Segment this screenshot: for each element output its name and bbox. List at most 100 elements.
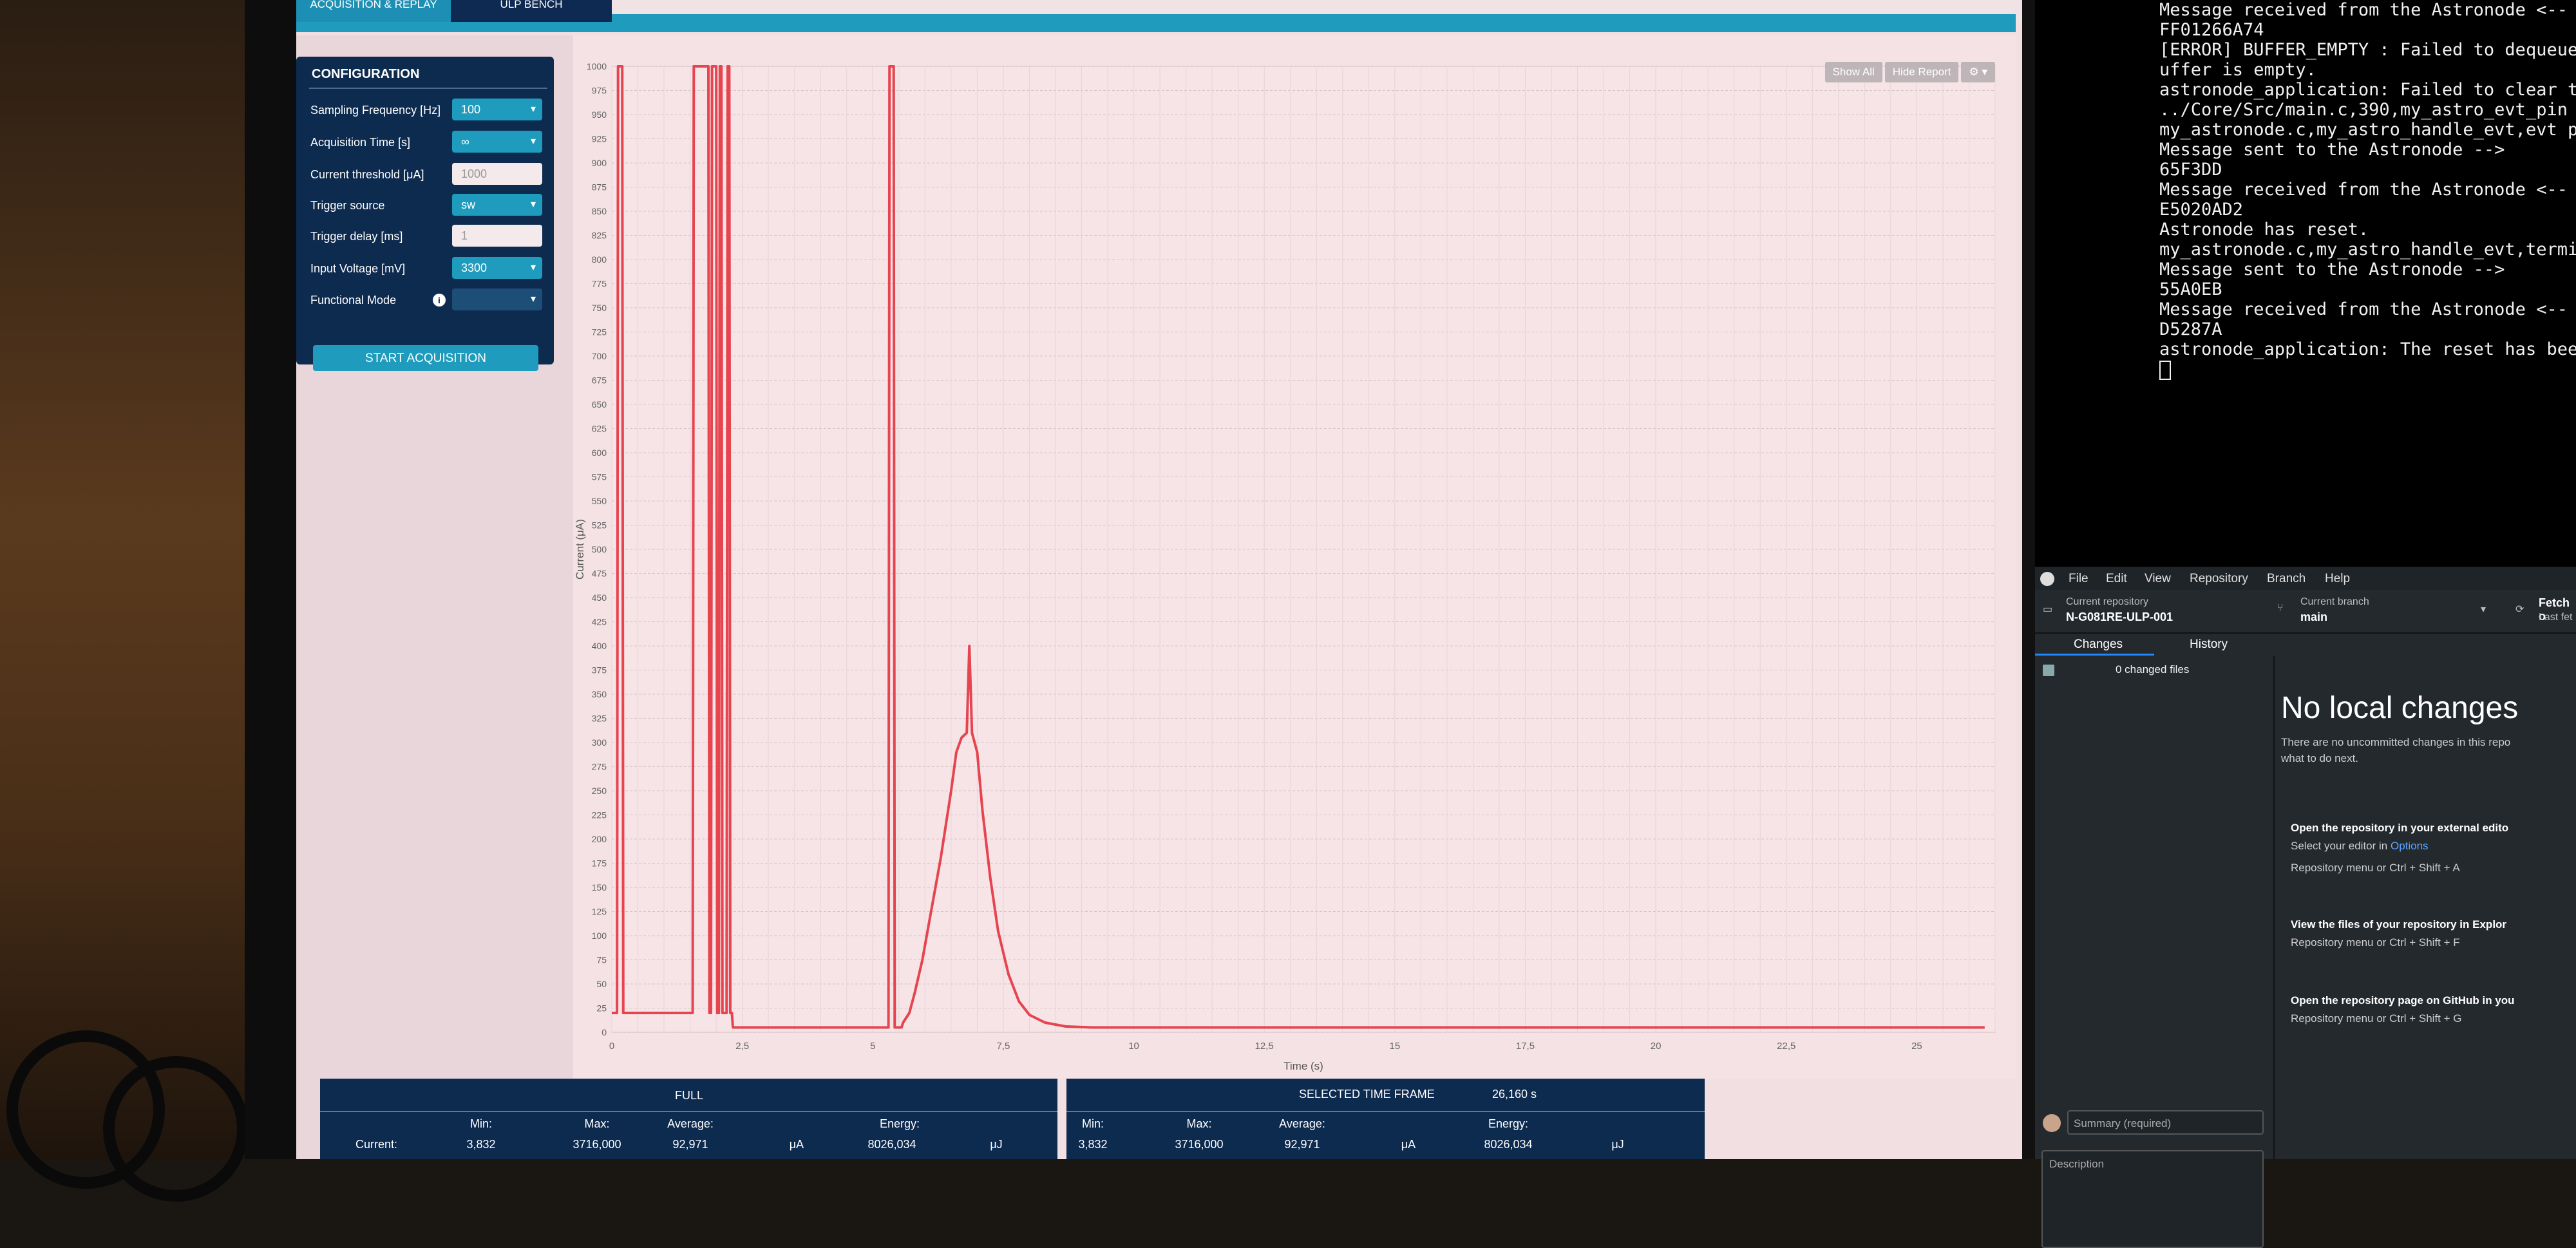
menu-repository[interactable]: Repository [2190,572,2248,585]
current-repository-button[interactable]: ▭ Current repository N-G081RE-ULP-001 [2035,590,2267,632]
branch-icon: ⑂ [2277,603,2284,614]
options-link[interactable]: Options [2390,840,2429,852]
config-label: Acquisition Time [s] [310,136,411,149]
full-max-value: 3716,000 [573,1138,621,1151]
full-max-header: Max: [584,1117,610,1130]
configuration-title: CONFIGURATION [312,67,420,81]
action-shortcut: Repository menu or Ctrl + Shift + A [2291,862,2460,874]
start-acquisition-button[interactable]: START ACQUISITION [313,345,538,371]
settings-button[interactable]: ⚙ ▾ [1961,62,1995,82]
trigger-source-select[interactable]: sw [452,194,542,216]
selected-max-value: 3716,000 [1175,1138,1224,1151]
config-label: Sampling Frequency [Hz] [310,104,441,117]
x-tick-label: 15 [1390,1041,1401,1052]
tab-acquisition-replay[interactable]: ACQUISITION & REPLAY [296,0,451,22]
y-tick-label: 300 [592,737,607,748]
selected-time-frame-value: 26,160 s [1492,1088,1537,1101]
sync-icon: ⟳ [2515,604,2524,615]
active-tab-indicator [2035,654,2154,656]
terminal-cursor [2159,360,2171,380]
y-tick-label: 825 [592,231,607,241]
functional-mode-select[interactable] [452,288,542,310]
full-average-value: 92,971 [672,1138,708,1151]
github-desktop-window: File Edit View Repository Branch Help ▭ … [2035,567,2576,1248]
commit-description-input[interactable]: Description [2041,1150,2264,1248]
changes-list: 0 changed files Summary (required) Descr… [2035,656,2275,1248]
no-changes-text: what to do next. [2281,752,2359,764]
x-tick-label: 2,5 [735,1041,749,1052]
selected-average-value: 92,971 [1284,1138,1320,1151]
terminal-line: astronode_application: The reset has bee… [2159,339,2576,359]
show-all-button[interactable]: Show All [1824,62,1882,82]
trigger-delay-input[interactable]: 1 [452,225,542,247]
config-row-trigger-delay: Trigger delay [ms] 1 [310,225,549,248]
terminal-line: Message sent to the Astronode --> [2159,140,2505,160]
selected-energy-header: Energy: [1488,1117,1529,1130]
config-label: Functional Mode [310,294,397,307]
chart-toolbar: Show All Hide Report ⚙ ▾ [1823,62,1995,82]
current-threshold-input[interactable]: 1000 [452,163,542,185]
full-energy-value: 8026,034 [867,1138,916,1151]
input-voltage-select[interactable]: 3300 [452,257,542,279]
y-tick-label: 600 [592,448,607,458]
terminal-line: FF01266A74 [2159,20,2264,40]
config-row-acquisition-time: Acquisition Time [s] ∞ [310,131,549,154]
menu-edit[interactable]: Edit [2106,572,2127,585]
y-tick-label: 150 [592,882,607,893]
y-tick-label: 200 [592,834,607,844]
menu-branch[interactable]: Branch [2267,572,2306,585]
background-desk [0,0,270,1159]
sampling-frequency-select[interactable]: 100 [452,99,542,120]
acquisition-time-select[interactable]: ∞ [452,131,542,153]
menu-file[interactable]: File [2069,572,2088,585]
x-tick-label: 25 [1911,1041,1922,1052]
hide-report-button[interactable]: Hide Report [1884,62,1959,82]
branch-name: main [2300,610,2328,623]
x-tick-label: 17,5 [1516,1041,1535,1052]
current-series-line [612,65,1985,1029]
full-min-value: 3,832 [466,1138,496,1151]
terminal-line: E5020AD2 [2159,200,2244,220]
terminal-window[interactable]: Message received from the Astronode <-- … [2035,0,2576,567]
selected-time-frame-label: SELECTED TIME FRAME [1299,1088,1435,1101]
x-tick-label: 12,5 [1255,1041,1274,1052]
y-tick-label: 575 [592,472,607,482]
top-bar: ACQUISITION & REPLAY ULP BENCH [296,0,2022,32]
action-open-editor[interactable]: Open the repository in your external edi… [2275,817,2576,881]
selected-average-header: Average: [1279,1117,1325,1130]
y-tick-label: 0 [601,1027,607,1037]
terminal-line: astronode_application: Failed to clear t… [2159,80,2576,100]
terminal-line: Astronode has reset. [2159,220,2369,240]
config-row-trigger-source: Trigger source sw [310,194,549,217]
current-branch-button[interactable]: ⑂ Current branch main ▾ [2273,590,2492,632]
full-min-header: Min: [469,1117,493,1130]
terminal-line: ../Core/Src/main.c,390,my_astro_evt_pin [2159,100,2568,120]
repo-icon: ▭ [2043,604,2053,615]
commit-summary-input[interactable]: Summary (required) [2067,1110,2264,1135]
terminal-line: 65F3DD [2159,160,2222,180]
y-tick-label: 450 [592,592,607,603]
terminal-line: Message received from the Astronode <-- [2159,0,2568,20]
repo-toolbar: ▭ Current repository N-G081RE-ULP-001 ⑂ … [2035,590,2576,634]
y-tick-label: 25 [596,1003,607,1014]
github-logo-icon [2040,572,2054,586]
menu-view[interactable]: View [2145,572,2171,585]
full-label: FULL [674,1089,704,1102]
full-energy-unit: μJ [990,1138,1003,1151]
action-show-in-explorer[interactable]: View the files of your repository in Exp… [2275,913,2576,965]
selected-average-unit: μA [1401,1138,1416,1151]
menu-help[interactable]: Help [2325,572,2351,585]
config-label: Trigger source [310,199,385,212]
tab-ulp-bench[interactable]: ULP BENCH [451,0,612,22]
fetch-origin-button[interactable]: ⟳ Fetch o Last fet [2512,590,2576,632]
tab-changes[interactable]: Changes [2074,638,2123,651]
info-icon[interactable]: i [433,294,446,307]
action-view-on-github[interactable]: Open the repository page on GitHub in yo… [2275,989,2576,1041]
y-tick-label: 275 [592,762,607,772]
tab-history[interactable]: History [2190,638,2228,651]
current-chart[interactable]: 0255075100125150175200225250275300325350… [573,35,2016,1079]
gear-icon: ⚙ [1969,66,1979,78]
select-all-checkbox[interactable] [2043,665,2054,676]
x-tick-label: 22,5 [1777,1041,1795,1052]
config-label: Current threshold [μA] [310,168,424,181]
